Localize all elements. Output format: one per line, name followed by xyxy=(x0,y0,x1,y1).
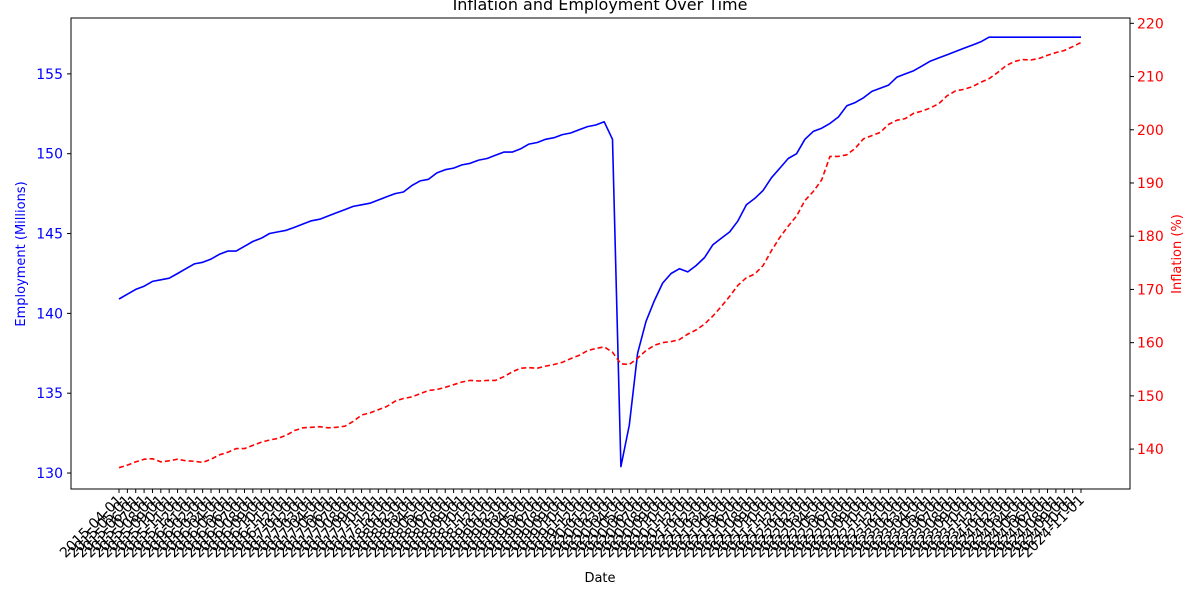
plot-frame xyxy=(70,17,1131,490)
chart-title: Inflation and Employment Over Time xyxy=(453,0,748,14)
y-left-tick-label: 135 xyxy=(36,386,63,402)
y-left-tick-label: 145 xyxy=(36,227,63,243)
y-axis-left-label: Employment (Millions) xyxy=(14,181,29,326)
y-left-tick-label: 130 xyxy=(36,466,63,482)
y-right-tick-label: 160 xyxy=(1137,336,1164,352)
y-right-tick-label: 170 xyxy=(1137,282,1164,298)
y-right-tick-label: 200 xyxy=(1137,123,1164,139)
y-axis-right-label: Inflation (%) xyxy=(1170,214,1185,294)
y-left-tick-label: 150 xyxy=(36,147,63,163)
y-right-tick-label: 180 xyxy=(1137,229,1164,245)
y-left-tick-label: 155 xyxy=(36,67,63,83)
y-right-tick-label: 210 xyxy=(1137,70,1164,86)
y-right-tick-label: 220 xyxy=(1137,16,1164,32)
y-right-tick-label: 190 xyxy=(1137,176,1164,192)
employment-series-line xyxy=(118,36,1081,468)
y-right-tick-label: 150 xyxy=(1137,389,1164,405)
x-axis-label: Date xyxy=(584,571,615,586)
inflation-series-line xyxy=(118,41,1082,469)
y-left-tick-label: 140 xyxy=(36,306,63,322)
y-right-tick-label: 140 xyxy=(1137,442,1164,458)
